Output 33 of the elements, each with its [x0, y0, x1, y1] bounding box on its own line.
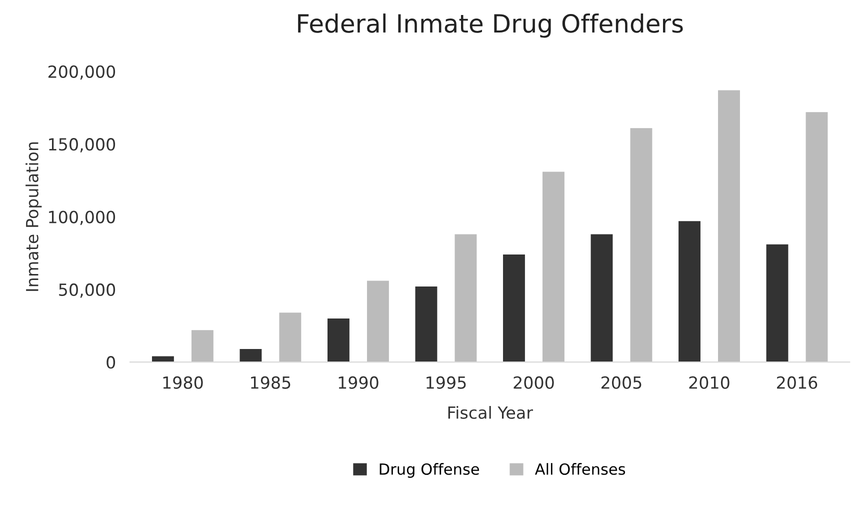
bar [718, 90, 740, 362]
x-axis-title: Fiscal Year [448, 406, 533, 419]
x-tick-label: 1995 [426, 376, 466, 389]
y-tick-label: 150,000 [49, 138, 116, 152]
bar [191, 330, 214, 362]
bar [806, 112, 828, 362]
bar [454, 234, 477, 362]
x-tick-label: 1980 [163, 376, 203, 389]
x-tick-label: 2000 [514, 376, 554, 389]
bar [590, 234, 613, 362]
bar [503, 254, 525, 362]
y-tick-label: 200,000 [48, 65, 116, 80]
bar [328, 318, 350, 362]
y-tick-label: 100,000 [49, 210, 116, 226]
x-tick-label: 2016 [777, 376, 818, 389]
x-tick-label: 2005 [602, 376, 642, 389]
bar [766, 244, 788, 362]
x-tick-label: 1985 [251, 376, 290, 389]
bar [542, 172, 564, 362]
y-axis-title: Inmate Population [26, 142, 42, 291]
bar [678, 221, 700, 362]
legend-label: All Offenses [534, 463, 626, 475]
y-tick-label: 0 [106, 356, 116, 369]
x-tick-label: 2010 [689, 376, 730, 389]
bar [630, 128, 652, 362]
bar [366, 280, 389, 362]
y-tick-label: 50,000 [59, 283, 116, 298]
chart-title: Federal Inmate Drug Offenders [298, 14, 683, 38]
bar [240, 349, 262, 362]
x-tick-label: 1990 [338, 376, 378, 389]
bar [279, 312, 302, 362]
bar [415, 286, 438, 362]
legend-label: Drug Offense [380, 463, 480, 478]
